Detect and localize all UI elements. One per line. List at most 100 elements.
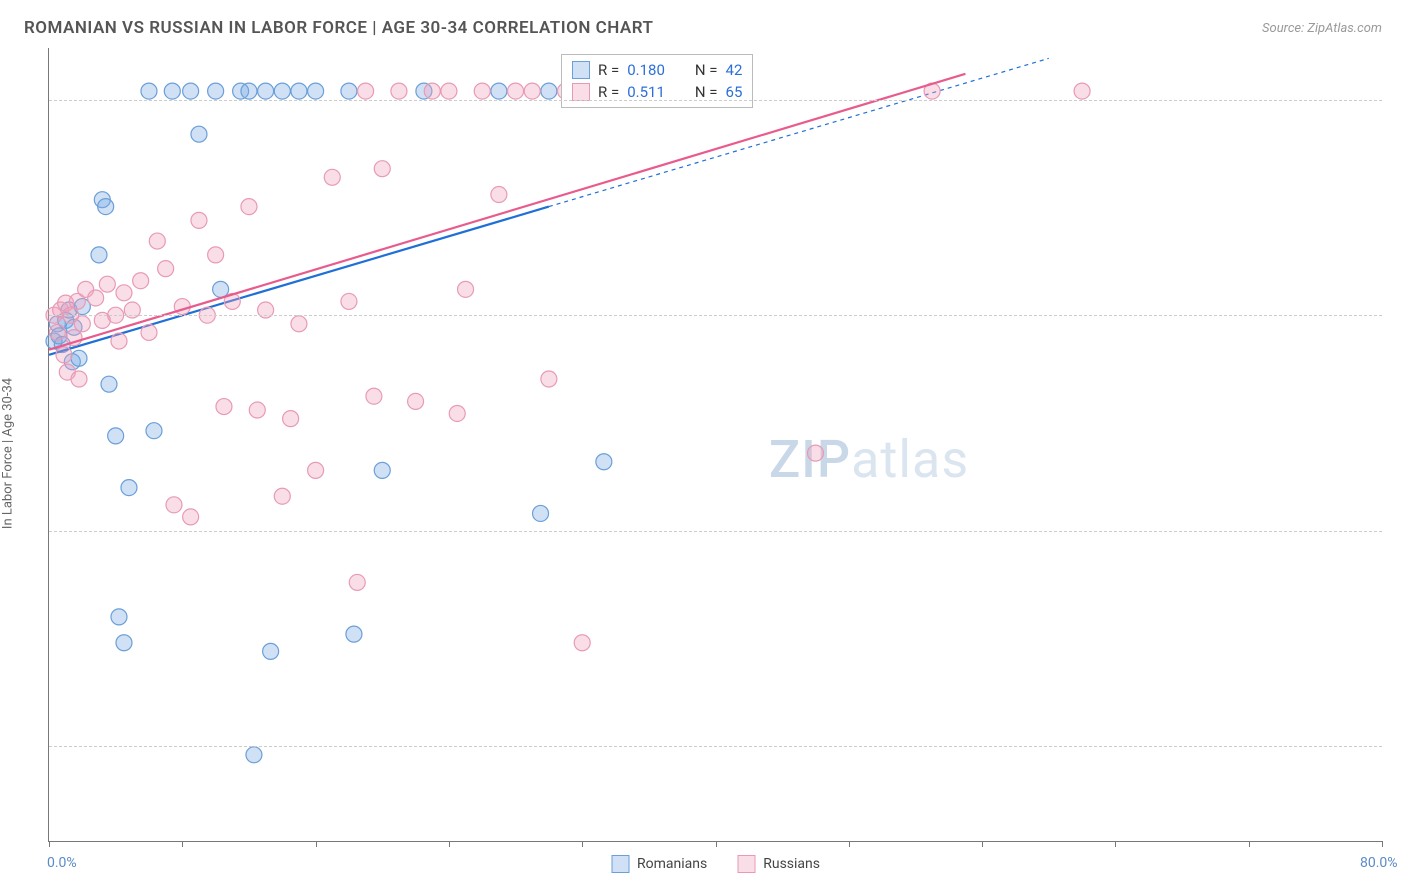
trend-line (49, 74, 965, 350)
legend-n-label: N = (695, 61, 718, 79)
legend-item: Russians (737, 855, 820, 873)
data-point (99, 276, 115, 292)
data-point (308, 83, 324, 99)
data-point (283, 411, 299, 427)
legend-label: Romanians (637, 856, 707, 872)
data-point (111, 333, 127, 349)
x-tick (1249, 841, 1250, 847)
data-point (263, 643, 279, 659)
data-point (183, 509, 199, 525)
legend-item: Romanians (611, 855, 707, 873)
data-point (508, 83, 524, 99)
data-point (341, 83, 357, 99)
data-point (374, 161, 390, 177)
data-point (91, 247, 107, 263)
data-point (49, 324, 65, 340)
data-point (424, 83, 440, 99)
data-point (574, 635, 590, 651)
data-point (474, 83, 490, 99)
data-point (71, 371, 87, 387)
data-point (191, 212, 207, 228)
data-point (1074, 83, 1090, 99)
data-point (158, 261, 174, 277)
chart-source: Source: ZipAtlas.com (1262, 21, 1382, 36)
legend-swatch (737, 855, 755, 873)
data-point (341, 293, 357, 309)
data-point (541, 371, 557, 387)
legend-r-value: 0.180 (627, 61, 665, 79)
data-point (366, 388, 382, 404)
data-point (441, 83, 457, 99)
data-point (533, 505, 549, 521)
data-point (408, 393, 424, 409)
data-point (146, 423, 162, 439)
data-point (241, 199, 257, 215)
x-tick-label: 0.0% (47, 855, 77, 871)
legend-n-label: N = (695, 83, 718, 101)
data-point (183, 83, 199, 99)
legend-r-value: 0.511 (627, 83, 665, 101)
data-point (116, 635, 132, 651)
x-tick (716, 841, 717, 847)
data-point (216, 399, 232, 415)
data-point (807, 445, 823, 461)
trend-line (49, 207, 549, 355)
legend-row: R = 0.180 N = 42 (572, 59, 742, 81)
gridline (49, 531, 1382, 532)
x-tick (582, 841, 583, 847)
x-tick (849, 841, 850, 847)
data-point (391, 83, 407, 99)
data-point (349, 574, 365, 590)
chart-title: ROMANIAN VS RUSSIAN IN LABOR FORCE | AGE… (24, 18, 653, 38)
data-point (596, 454, 612, 470)
data-point (213, 281, 229, 297)
x-tick (1382, 841, 1383, 847)
data-point (324, 169, 340, 185)
x-tick (316, 841, 317, 847)
data-point (208, 247, 224, 263)
data-point (74, 316, 90, 332)
data-point (308, 462, 324, 478)
legend-swatch (611, 855, 629, 873)
legend-r-label: R = (598, 83, 619, 101)
y-axis-label: In Labor Force | Age 30-34 (1, 378, 16, 529)
chart-header: ROMANIAN VS RUSSIAN IN LABOR FORCE | AGE… (0, 0, 1406, 48)
data-point (449, 405, 465, 421)
data-point (458, 281, 474, 297)
data-point (491, 83, 507, 99)
x-tick (982, 841, 983, 847)
x-tick (182, 841, 183, 847)
x-tick (1115, 841, 1116, 847)
gridline (49, 315, 1382, 316)
data-point (166, 497, 182, 513)
data-point (524, 83, 540, 99)
data-point (249, 402, 265, 418)
data-point (274, 83, 290, 99)
legend-r-label: R = (598, 61, 619, 79)
x-tick (49, 841, 50, 847)
legend-swatch (572, 83, 590, 101)
x-tick-label: 80.0% (1360, 855, 1398, 871)
data-point (141, 324, 157, 340)
data-point (111, 609, 127, 625)
data-point (108, 428, 124, 444)
data-point (141, 83, 157, 99)
data-point (149, 233, 165, 249)
data-point (98, 199, 114, 215)
gridline (49, 746, 1382, 747)
data-point (358, 83, 374, 99)
data-point (258, 83, 274, 99)
gridline (49, 100, 1382, 101)
data-point (346, 626, 362, 642)
data-point (541, 83, 557, 99)
legend-n-value: 65 (726, 83, 743, 101)
plot-svg (49, 48, 1382, 841)
x-tick (449, 841, 450, 847)
series-legend: Romanians Russians (611, 855, 820, 873)
data-point (121, 480, 137, 496)
data-point (191, 126, 207, 142)
data-point (291, 83, 307, 99)
chart-area: ZIPatlas R = 0.180 N = 42 R = 0.511 N = … (48, 48, 1382, 842)
data-point (101, 376, 117, 392)
data-point (88, 290, 104, 306)
